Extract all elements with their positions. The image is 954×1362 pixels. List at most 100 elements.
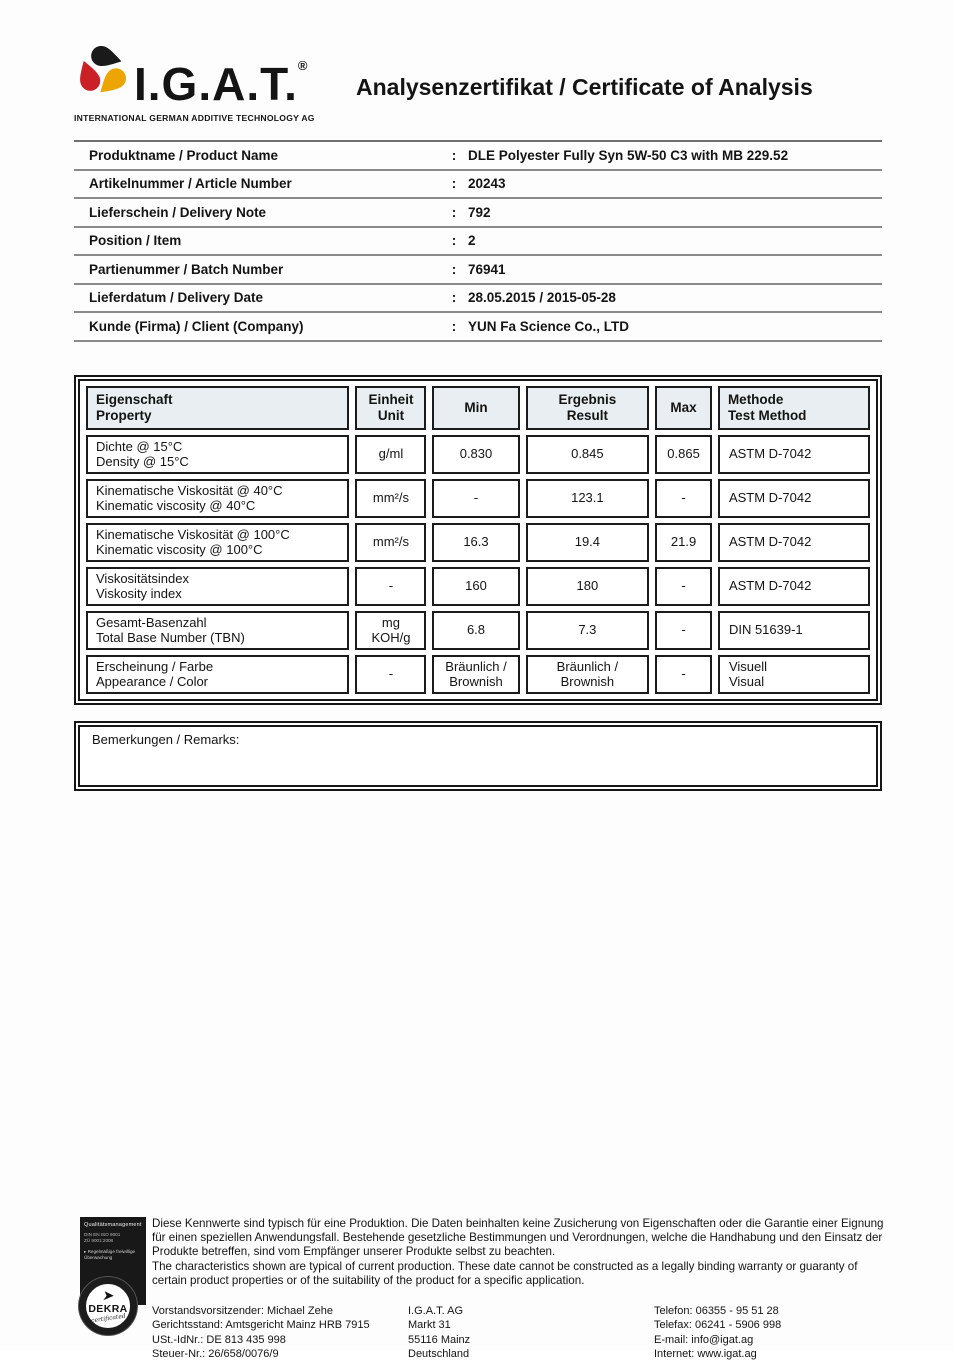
- property-de: Kinematische Viskosität @ 100°C: [96, 526, 290, 542]
- court-line: Gerichtsstand: Amtsgericht Mainz HRB 791…: [152, 1319, 370, 1332]
- footer-section: Qualitätsmanagement DIN EN ISO 9001 ZÜ 9…: [74, 1216, 884, 1362]
- cell-method: ASTM D-7042: [717, 478, 870, 518]
- col-header-max: Max: [655, 385, 712, 430]
- cell-unit: mg KOH/g: [355, 610, 427, 650]
- col-header-method: Methode Test Method: [717, 385, 870, 430]
- info-row-position: Position / Item : 2: [74, 228, 882, 256]
- property-en: Kinematic viscosity @ 40°C: [96, 498, 256, 513]
- cell-min: 0.830: [432, 434, 520, 474]
- disclaimer-german: Diese Kennwerte sind typisch für eine Pr…: [152, 1216, 884, 1259]
- results-table-inner-border: Eigenschaft Property Einheit Unit Min Erge…: [78, 378, 878, 701]
- property-de: Kinematische Viskosität @ 40°C: [96, 482, 283, 498]
- remarks-box: Bemerkungen / Remarks:: [78, 724, 878, 787]
- disclaimer-english: The characteristics shown are typical of…: [152, 1259, 858, 1288]
- info-colon: :: [451, 233, 457, 249]
- property-de: Dichte @ 15°C: [96, 438, 183, 454]
- col-header-result: Ergebnis Result: [525, 385, 650, 430]
- dekra-seal: DEKRA certificated: [79, 1276, 137, 1335]
- info-value: 20243: [468, 176, 506, 192]
- cell-unit: g/ml: [355, 434, 427, 474]
- cell-max: 0.865: [655, 434, 712, 474]
- table-row-viscosity-40: Kinematische Viskosität @ 40°C Kinematic …: [86, 478, 870, 518]
- header-line: Max: [670, 399, 697, 415]
- cell-max: 21.9: [655, 522, 712, 562]
- cell-min: Bräunlich / Brownish: [432, 654, 520, 694]
- table-header-row: Eigenschaft Property Einheit Unit Min Erge…: [86, 385, 870, 430]
- property-en: Kinematic viscosity @ 100°C: [96, 542, 263, 557]
- header-line: Result: [566, 407, 608, 423]
- property-de: Erscheinung / Farbe: [96, 658, 214, 674]
- info-value: 28.05.2015 / 2015-05-28: [468, 290, 616, 306]
- cell-method: Visuell Visual: [717, 654, 870, 694]
- cell-unit: -: [355, 566, 427, 606]
- header-line: Min: [464, 399, 488, 415]
- header-line: Unit: [377, 407, 405, 423]
- cell-unit: mm²/s: [355, 522, 427, 562]
- property-en: Appearance / Color: [96, 674, 209, 689]
- company-address: I.G.A.T. AG Markt 31 55116 Mainz Deutsch…: [408, 1304, 654, 1362]
- info-row-batch-number: Partienummer / Batch Number : 76941: [74, 256, 882, 285]
- cell-method: ASTM D-7042: [717, 434, 870, 474]
- table-row-viscosity-100: Kinematische Viskosität @ 100°C Kinematic…: [86, 522, 870, 562]
- street: Markt 31: [408, 1319, 451, 1332]
- info-colon: :: [451, 204, 457, 220]
- header-line: Methode: [727, 392, 784, 407]
- cell-method: ASTM D-7042: [717, 522, 870, 562]
- info-colon: :: [451, 290, 457, 306]
- cell-result: 123.1: [525, 478, 650, 518]
- property-de: Viskositätsindex: [96, 570, 189, 586]
- cell-property: Kinematische Viskosität @ 100°C Kinematic…: [86, 522, 350, 562]
- info-value: 792: [468, 204, 491, 220]
- property-en: Viskosity index: [96, 586, 182, 601]
- cell-min: 6.8: [432, 610, 520, 650]
- quality-badge-note: ▸ Regelmäßige freiwillige Überwachung: [84, 1248, 136, 1260]
- dekra-wordmark: DEKRA: [88, 1302, 128, 1315]
- phone-line: Telefon: 06355 - 95 51 28: [654, 1304, 779, 1317]
- cell-max: -: [655, 610, 712, 650]
- product-info-section: Produktname / Product Name : DLE Polyest…: [74, 140, 882, 342]
- header-line: Ergebnis: [558, 392, 617, 407]
- cell-property: Dichte @ 15°C Density @ 15°C: [86, 434, 350, 474]
- table-row-density: Dichte @ 15°C Density @ 15°C g/ml 0.830 0…: [86, 434, 870, 474]
- cell-result: Bräunlich / Brownish: [525, 654, 650, 694]
- cell-max: -: [655, 654, 712, 694]
- table-row-tbn: Gesamt-Basenzahl Total Base Number (TBN) …: [86, 610, 870, 650]
- info-label: Produktname / Product Name: [89, 147, 279, 163]
- info-row-delivery-date: Lieferdatum / Delivery Date : 28.05.2015…: [74, 285, 882, 313]
- cell-property: Erscheinung / Farbe Appearance / Color: [86, 654, 350, 694]
- table-row-viscosity-index: Viskositätsindex Viskosity index - 160 18…: [86, 566, 870, 606]
- cell-min: 16.3: [432, 522, 520, 562]
- cell-min: -: [432, 478, 520, 518]
- info-label: Position / Item: [89, 233, 182, 249]
- header-line: Property: [96, 407, 152, 423]
- results-table-outer-border: Eigenschaft Property Einheit Unit Min Erge…: [74, 374, 882, 705]
- header-line: Einheit: [368, 392, 414, 407]
- cell-method: DIN 51639-1: [717, 610, 870, 650]
- cell-unit: mm²/s: [355, 478, 427, 518]
- info-row-product-name: Produktname / Product Name : DLE Polyest…: [74, 142, 882, 171]
- document-title: Analysenzertifikat / Certificate of Anal…: [356, 74, 813, 100]
- info-value: YUN Fa Science Co., LTD: [468, 318, 630, 334]
- info-label: Kunde (Firma) / Client (Company): [89, 318, 304, 334]
- info-label: Partienummer / Batch Number: [89, 261, 284, 277]
- fax-line: Telefax: 06241 - 5906 998: [654, 1319, 782, 1332]
- brand-name: I.G.A.T.®: [134, 38, 308, 112]
- company-name: I.G.A.T. AG: [408, 1304, 464, 1317]
- info-value: DLE Polyester Fully Syn 5W-50 C3 with MB…: [468, 147, 789, 163]
- legal-details: Vorstandsvorsitzender: Michael Zehe Geri…: [152, 1304, 408, 1362]
- info-label: Lieferschein / Delivery Note: [89, 204, 267, 220]
- disclaimer: Diese Kennwerte sind typisch für eine Pr…: [152, 1217, 894, 1289]
- property-en: Density @ 15°C: [96, 454, 189, 469]
- cell-property: Gesamt-Basenzahl Total Base Number (TBN): [86, 610, 350, 650]
- remarks-outer-border: Bemerkungen / Remarks:: [74, 720, 882, 791]
- logo-top: I.G.A.T.®: [74, 38, 312, 112]
- igat-logo-drops-icon: [80, 45, 126, 93]
- cell-property: Viskositätsindex Viskosity index: [86, 566, 350, 606]
- brand-text: I.G.A.T.: [134, 58, 298, 110]
- info-label: Lieferdatum / Delivery Date: [89, 290, 264, 306]
- col-header-unit: Einheit Unit: [355, 385, 427, 430]
- ceo-line: Vorstandsvorsitzender: Michael Zehe: [152, 1304, 333, 1317]
- igat-logo: I.G.A.T.® INTERNATIONAL GERMAN ADDITIVE …: [74, 38, 314, 123]
- info-value: 2: [468, 233, 476, 249]
